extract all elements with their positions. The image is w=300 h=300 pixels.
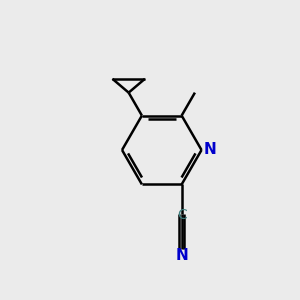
Text: N: N xyxy=(175,248,188,262)
Text: N: N xyxy=(204,142,217,158)
Text: C: C xyxy=(177,208,187,222)
